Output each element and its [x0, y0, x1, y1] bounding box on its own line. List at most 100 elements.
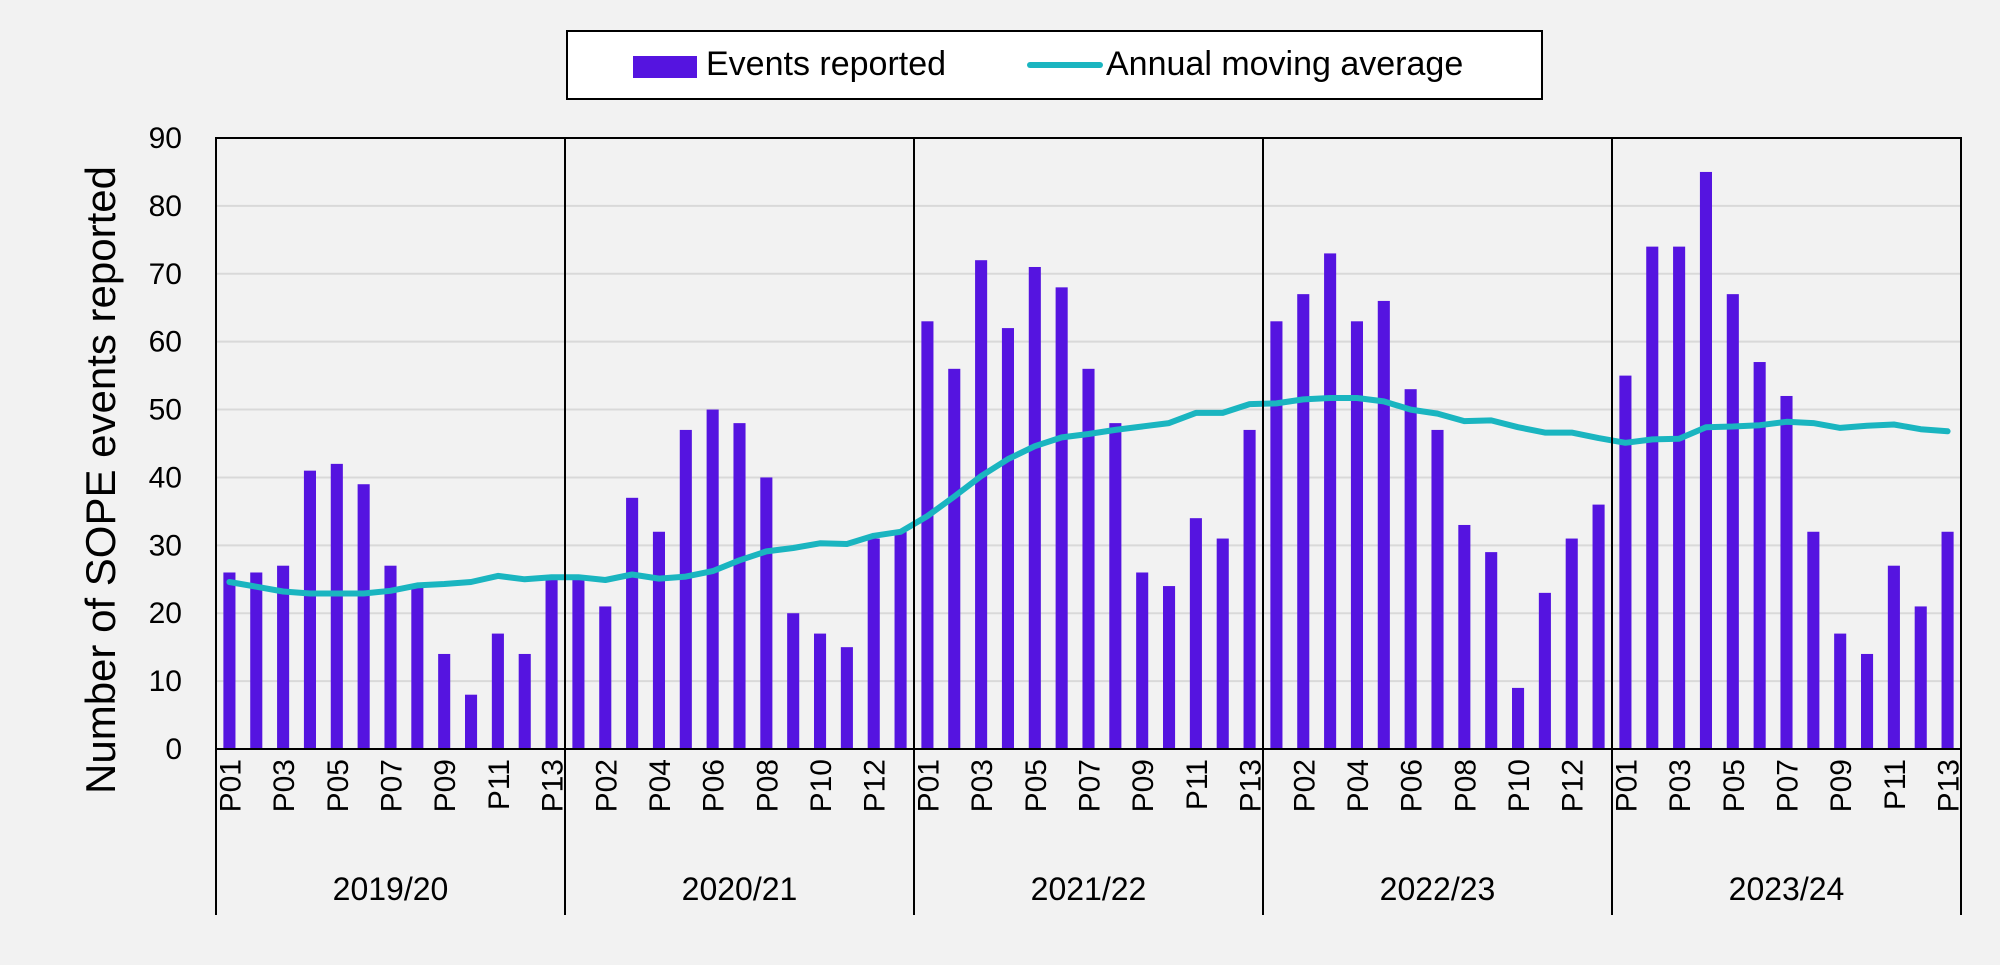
- bar: [1780, 395, 1793, 749]
- bar: [1377, 300, 1390, 749]
- y-tick-label: 50: [149, 394, 182, 427]
- x-tick-label: P10: [1503, 759, 1536, 812]
- bar: [652, 531, 666, 749]
- bar: [1028, 266, 1041, 749]
- bar: [384, 565, 397, 749]
- bar: [1860, 653, 1874, 749]
- bar: [787, 613, 800, 749]
- bar: [1189, 518, 1202, 749]
- x-tick-label: P12: [859, 759, 892, 812]
- bar: [411, 586, 424, 749]
- y-tick-label: 0: [165, 733, 182, 766]
- plot-frame: [215, 137, 1962, 915]
- bar: [599, 606, 612, 749]
- bar: [921, 321, 934, 749]
- bar: [1673, 246, 1686, 749]
- bar: [1726, 294, 1739, 749]
- x-tick-label: P10: [805, 759, 838, 812]
- bar: [1538, 592, 1551, 749]
- bar: [1109, 423, 1122, 749]
- bar: [1270, 321, 1283, 749]
- bar: [1485, 552, 1498, 749]
- legend-label-line: Annual moving average: [1106, 45, 1463, 83]
- x-tick-label: P08: [751, 759, 784, 812]
- y-tick-label: 30: [149, 529, 182, 562]
- bar: [975, 260, 988, 749]
- bar: [572, 579, 585, 749]
- bar: [1162, 586, 1176, 749]
- x-tick-label: P03: [966, 759, 999, 812]
- bar: [733, 423, 746, 749]
- x-tick-label: P11: [1879, 759, 1912, 810]
- x-tick-label: P07: [1772, 759, 1805, 812]
- bar: [1646, 246, 1659, 749]
- x-tick-label: P11: [483, 759, 516, 810]
- y-axis-ticks: 0 10 20 30 40 50 60 70 80 90: [149, 122, 182, 766]
- bar: [1807, 531, 1820, 749]
- plot-border: [215, 137, 1962, 750]
- bar: [1834, 633, 1847, 749]
- moving-average-polyline: [226, 395, 1951, 597]
- x-tick-label: P13: [537, 759, 570, 812]
- bar: [491, 633, 504, 749]
- x-tick-label: P03: [268, 759, 301, 812]
- x-tick-label: P02: [1288, 759, 1321, 812]
- bar: [1914, 606, 1927, 749]
- bar: [948, 368, 961, 749]
- x-tick-label: P07: [376, 759, 409, 812]
- bar: [894, 531, 907, 749]
- bar: [464, 694, 478, 749]
- bar: [438, 653, 451, 749]
- bar: [1592, 504, 1605, 749]
- x-tick-label: P05: [322, 759, 355, 812]
- bar: [840, 647, 853, 749]
- y-tick-label: 80: [149, 190, 182, 223]
- bar: [867, 538, 880, 749]
- bars: [223, 171, 1954, 749]
- bar: [1001, 328, 1015, 749]
- bar: [1324, 253, 1337, 749]
- year-group-label: 2020/21: [682, 871, 798, 907]
- x-tick-label: P01: [1610, 759, 1643, 812]
- x-tick-label: P08: [1449, 759, 1482, 812]
- x-tick-label: P11: [1181, 759, 1214, 810]
- x-tick-label: P07: [1074, 759, 1107, 812]
- bar: [706, 409, 719, 749]
- bar: [1458, 524, 1471, 749]
- bar: [277, 565, 290, 749]
- x-tick-label: P06: [698, 759, 731, 812]
- x-tick-label: P04: [644, 759, 677, 812]
- bar: [1565, 538, 1578, 749]
- x-tick-label: P12: [1557, 759, 1590, 812]
- x-tick-label: P05: [1020, 759, 1053, 812]
- bar: [1511, 687, 1525, 749]
- y-tick-label: 60: [149, 326, 182, 359]
- y-tick-label: 90: [149, 122, 182, 155]
- bar: [1619, 375, 1632, 749]
- legend-bar-swatch: [633, 56, 697, 78]
- year-group-label: 2021/22: [1031, 871, 1147, 907]
- x-tick-label: P01: [912, 759, 945, 812]
- bar: [1431, 429, 1444, 749]
- bar: [1350, 321, 1364, 749]
- x-tick-label: P05: [1718, 759, 1751, 812]
- bar: [760, 477, 773, 749]
- y-axis-title: Number of SOPE events reported: [77, 166, 124, 794]
- x-tick-label: P02: [590, 759, 623, 812]
- bar: [1404, 389, 1417, 749]
- bar: [1216, 538, 1229, 749]
- bar: [813, 633, 827, 749]
- year-groups: 2019/20 2020/21 2021/22 2022/23 2023/24: [333, 871, 1845, 907]
- x-tick-label: P09: [1127, 759, 1160, 812]
- x-tick-label: P13: [1235, 759, 1268, 812]
- bar: [1699, 171, 1713, 749]
- bar: [626, 497, 639, 749]
- bar: [1055, 287, 1068, 749]
- bar: [223, 572, 236, 749]
- bar: [303, 470, 317, 749]
- bar: [1136, 572, 1149, 749]
- year-group-label: 2023/24: [1729, 871, 1845, 907]
- bar: [1082, 368, 1095, 749]
- year-group-label: 2022/23: [1380, 871, 1496, 907]
